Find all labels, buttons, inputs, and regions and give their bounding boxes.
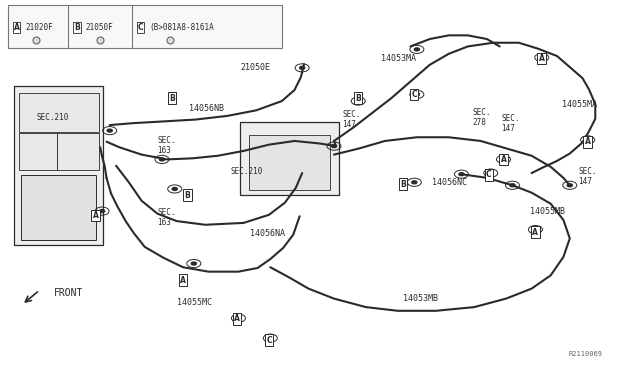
Text: A: A [585,137,591,146]
Text: SEC.
147: SEC. 147 [578,167,596,186]
Text: 14055MB: 14055MB [531,207,565,217]
Text: A: A [539,54,545,63]
Text: A: A [234,314,240,323]
Text: 14053MA: 14053MA [381,54,415,63]
Circle shape [501,158,506,161]
FancyBboxPatch shape [14,86,103,245]
Text: (B>081A8-8161A: (B>081A8-8161A [149,23,214,32]
Circle shape [414,93,419,96]
Text: B: B [400,180,406,189]
Text: A: A [93,211,99,220]
FancyBboxPatch shape [57,133,99,170]
Circle shape [510,184,515,187]
Text: C: C [412,90,417,99]
FancyBboxPatch shape [241,122,339,195]
Circle shape [585,138,590,141]
Text: B: B [74,23,80,32]
Text: 21050F: 21050F [86,23,113,32]
Text: 14053MB: 14053MB [403,294,438,303]
Text: SEC.
163: SEC. 163 [157,136,176,155]
Circle shape [540,56,544,59]
Circle shape [172,187,177,190]
Text: B: B [184,191,190,200]
Text: R2110069: R2110069 [568,350,602,357]
FancyBboxPatch shape [8,5,282,48]
FancyBboxPatch shape [249,135,330,190]
Text: 14056NC: 14056NC [431,178,467,187]
Text: 14055MC: 14055MC [177,298,212,307]
Text: SEC.
147: SEC. 147 [502,113,520,133]
Circle shape [191,262,196,265]
Text: C: C [266,336,272,345]
Circle shape [100,210,104,212]
Circle shape [488,171,493,174]
Text: SEC.210: SEC.210 [231,167,263,176]
Circle shape [533,228,538,231]
Circle shape [356,100,361,103]
Text: B: B [355,94,361,103]
Text: SEC.210: SEC.210 [36,113,69,122]
Text: 21050E: 21050E [241,63,270,72]
Circle shape [567,184,572,187]
FancyBboxPatch shape [19,93,99,132]
Circle shape [236,317,241,320]
Circle shape [459,173,464,176]
Text: SEC.
278: SEC. 278 [473,108,492,127]
Text: A: A [500,155,506,164]
Circle shape [414,48,419,51]
Circle shape [332,145,337,148]
Circle shape [300,66,305,69]
Circle shape [159,158,164,161]
Circle shape [268,337,273,340]
Text: 14055MA: 14055MA [562,100,597,109]
Circle shape [412,181,417,184]
Text: 14056NA: 14056NA [250,230,285,238]
Text: A: A [13,23,19,32]
Text: A: A [180,276,186,285]
FancyBboxPatch shape [19,133,58,170]
Text: C: C [486,170,492,179]
Text: A: A [532,228,538,237]
FancyBboxPatch shape [20,175,96,240]
Circle shape [107,129,112,132]
Text: B: B [170,94,175,103]
Text: 14056NB: 14056NB [189,104,225,113]
Text: SEC.
147: SEC. 147 [342,110,361,129]
Text: SEC.
163: SEC. 163 [157,208,176,227]
Text: 21020F: 21020F [25,23,52,32]
Text: C: C [138,23,143,32]
Text: FRONT: FRONT [54,288,84,298]
